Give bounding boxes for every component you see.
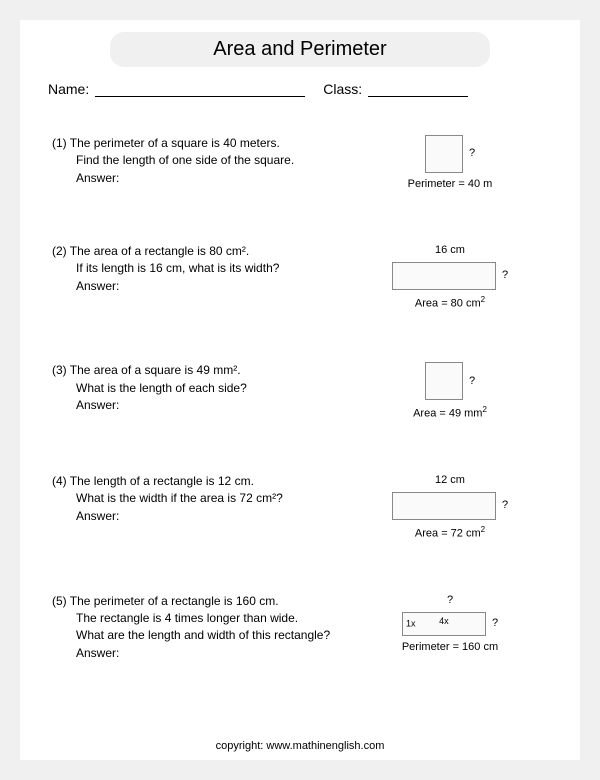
answer-label: Answer: <box>52 397 348 414</box>
problem-figure: 12 cm ? Area = 72 cm2 <box>348 473 552 543</box>
problem-line2: The rectangle is 4 times longer than wid… <box>52 610 348 627</box>
question-mark: ? <box>502 268 508 284</box>
question-mark: ? <box>469 146 475 162</box>
figure-top-label: 12 cm <box>435 473 465 489</box>
problem-text: (3) The area of a square is 49 mm². What… <box>48 362 348 423</box>
problem-5: (5) The perimeter of a rectangle is 160 … <box>48 593 552 663</box>
problem-number: (3) <box>52 363 67 377</box>
square-shape <box>425 362 463 400</box>
problem-text: (1) The perimeter of a square is 40 mete… <box>48 135 348 193</box>
problem-line2: What is the length of each side? <box>52 380 348 397</box>
figure-caption: Perimeter = 160 cm <box>402 640 498 656</box>
class-label: Class: <box>323 81 362 97</box>
problem-line1: The length of a rectangle is 12 cm. <box>70 474 254 488</box>
name-label: Name: <box>48 81 89 97</box>
problem-3: (3) The area of a square is 49 mm². What… <box>48 362 552 423</box>
problem-number: (2) <box>52 244 67 258</box>
problem-figure: 16 cm ? Area = 80 cm2 <box>348 243 552 313</box>
problem-line1: The perimeter of a rectangle is 160 cm. <box>70 594 279 608</box>
problem-figure: ? Perimeter = 40 m <box>348 135 552 193</box>
question-mark: ? <box>492 616 498 632</box>
header-fields: Name: Class: <box>48 81 552 97</box>
inner-label-4x: 4x <box>439 615 449 628</box>
copyright-text: copyright: www.mathinenglish.com <box>20 740 580 752</box>
answer-label: Answer: <box>52 645 348 662</box>
problem-line1: The area of a rectangle is 80 cm². <box>70 244 249 258</box>
figure-caption: Area = 72 cm2 <box>415 524 485 543</box>
question-mark: ? <box>502 498 508 514</box>
worksheet-title: Area and Perimeter <box>110 32 490 67</box>
rectangle-shape <box>392 492 496 520</box>
problem-1: (1) The perimeter of a square is 40 mete… <box>48 135 552 193</box>
problem-figure: ? Area = 49 mm2 <box>348 362 552 423</box>
worksheet-page: Area and Perimeter Name: Class: (1) The … <box>20 20 580 760</box>
answer-label: Answer: <box>52 170 348 187</box>
figure-top-label: ? <box>447 593 453 609</box>
answer-label: Answer: <box>52 278 348 295</box>
figure-top-label: 16 cm <box>435 243 465 259</box>
problem-4: (4) The length of a rectangle is 12 cm. … <box>48 473 552 543</box>
problem-line2: What is the width if the area is 72 cm²? <box>52 490 348 507</box>
figure-caption: Area = 80 cm2 <box>415 294 485 313</box>
question-mark: ? <box>469 374 475 390</box>
problem-number: (1) <box>52 136 67 150</box>
problem-number: (5) <box>52 594 67 608</box>
problem-line2: Find the length of one side of the squar… <box>52 152 348 169</box>
inner-label-1x: 1x <box>406 617 416 630</box>
answer-label: Answer: <box>52 508 348 525</box>
figure-caption: Perimeter = 40 m <box>408 177 493 193</box>
square-shape <box>425 135 463 173</box>
rectangle-shape: 1x 4x <box>402 612 486 636</box>
class-input-line[interactable] <box>368 81 468 97</box>
problem-text: (2) The area of a rectangle is 80 cm². I… <box>48 243 348 313</box>
problem-number: (4) <box>52 474 67 488</box>
problem-text: (4) The length of a rectangle is 12 cm. … <box>48 473 348 543</box>
problem-line1: The perimeter of a square is 40 meters. <box>70 136 280 150</box>
problem-line1: The area of a square is 49 mm². <box>70 363 241 377</box>
rectangle-shape <box>392 262 496 290</box>
problem-figure: ? 1x 4x ? Perimeter = 160 cm <box>348 593 552 663</box>
problem-2: (2) The area of a rectangle is 80 cm². I… <box>48 243 552 313</box>
problem-line2: If its length is 16 cm, what is its widt… <box>52 260 348 277</box>
name-input-line[interactable] <box>95 81 305 97</box>
problem-text: (5) The perimeter of a rectangle is 160 … <box>48 593 348 663</box>
problem-line3: What are the length and width of this re… <box>52 627 348 644</box>
figure-caption: Area = 49 mm2 <box>413 404 487 423</box>
